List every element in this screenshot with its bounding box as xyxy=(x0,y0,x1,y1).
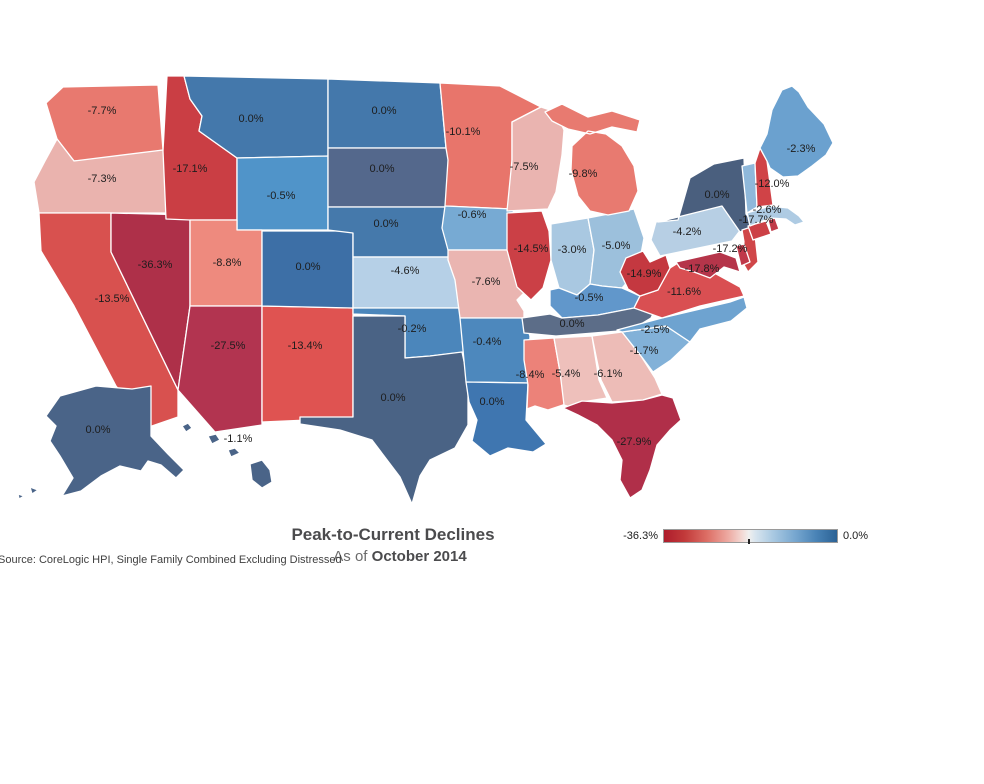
state-value-label-AK: 0.0% xyxy=(85,424,110,436)
state-value-label-NE: 0.0% xyxy=(373,218,398,230)
state-value-label-UT: -8.8% xyxy=(213,257,242,269)
state-value-label-KS: -4.6% xyxy=(391,265,420,277)
state-AK[interactable] xyxy=(17,385,185,500)
state-IN[interactable] xyxy=(550,217,595,296)
state-value-label-AR: -0.4% xyxy=(473,336,502,348)
state-value-label-AZ: -27.5% xyxy=(211,340,246,352)
source-caption: Source: CoreLogic HPI, Single Family Com… xyxy=(0,554,342,566)
state-value-label-MA: -2.6% xyxy=(753,204,782,216)
state-value-label-NY: 0.0% xyxy=(704,189,729,201)
state-value-label-CA: -13.5% xyxy=(95,293,130,305)
state-TX[interactable] xyxy=(299,315,469,505)
state-MI[interactable] xyxy=(544,103,641,216)
state-value-label-MT: 0.0% xyxy=(238,113,263,125)
state-value-label-HI: -1.1% xyxy=(224,433,253,445)
state-MA[interactable] xyxy=(746,205,805,227)
state-value-label-ID: -17.1% xyxy=(173,163,208,175)
legend-tick-mark xyxy=(747,539,750,544)
subtitle-date: October 2014 xyxy=(371,548,467,565)
state-FL[interactable] xyxy=(562,394,682,499)
state-value-label-LA: 0.0% xyxy=(479,396,504,408)
state-value-label-SD: 0.0% xyxy=(369,163,394,175)
state-value-label-MO: -7.6% xyxy=(472,276,501,288)
state-value-label-NV: -36.3% xyxy=(138,259,173,271)
state-WV[interactable] xyxy=(619,250,671,297)
state-value-label-MI: -9.8% xyxy=(569,168,598,180)
legend-max-label: 0.0% xyxy=(843,530,869,542)
state-value-label-NJ: -17.2% xyxy=(713,243,748,255)
subtitle-prefix: As of xyxy=(333,548,372,565)
state-NH[interactable] xyxy=(754,147,774,208)
state-value-label-IA: -0.6% xyxy=(458,209,487,221)
state-value-label-MS: -8.4% xyxy=(516,369,545,381)
state-value-label-FL: -27.9% xyxy=(617,436,652,448)
state-HI[interactable] xyxy=(181,422,273,489)
state-NC[interactable] xyxy=(616,296,748,343)
state-value-label-WV: -14.9% xyxy=(627,268,662,280)
state-value-label-NM: -13.4% xyxy=(288,340,323,352)
state-IL[interactable] xyxy=(506,210,552,301)
state-value-label-SC: -1.7% xyxy=(630,345,659,357)
state-value-label-CT: -17.7% xyxy=(739,214,774,226)
state-ME[interactable] xyxy=(759,85,834,178)
state-value-label-ND: 0.0% xyxy=(371,105,396,117)
chart-subtitle: As of October 2014 xyxy=(333,548,466,565)
state-value-label-IN: -3.0% xyxy=(558,244,587,256)
state-value-label-IL: -14.5% xyxy=(514,243,549,255)
state-value-label-WY: -0.5% xyxy=(267,190,296,202)
state-value-label-GA: -6.1% xyxy=(594,368,623,380)
state-value-label-TX: 0.0% xyxy=(380,392,405,404)
state-value-label-WI: -7.5% xyxy=(510,161,539,173)
state-value-label-WA: -7.7% xyxy=(88,105,117,117)
legend-min-label: -36.3% xyxy=(623,530,658,542)
state-value-label-MD: -17.8% xyxy=(685,263,720,275)
state-KY[interactable] xyxy=(549,283,641,319)
state-value-label-ME: -2.3% xyxy=(787,143,816,155)
state-value-label-NC: -2.5% xyxy=(641,324,670,336)
state-value-label-AL: -5.4% xyxy=(552,368,581,380)
state-value-label-OK: -0.2% xyxy=(398,323,427,335)
chart-title: Peak-to-Current Declines xyxy=(291,525,495,544)
state-value-label-CO: 0.0% xyxy=(295,261,320,273)
state-value-label-NH: -12.0% xyxy=(755,178,790,190)
legend-gradient-bar xyxy=(663,529,838,544)
state-WI[interactable] xyxy=(506,106,565,212)
state-value-label-KY: -0.5% xyxy=(575,292,604,304)
state-MD[interactable] xyxy=(675,251,741,279)
us-choropleth-map: -7.7% -7.3% -13.5% -36.3% -17.1% 0.0% -0.5% -8.… xyxy=(17,75,834,505)
state-value-label-TN: 0.0% xyxy=(559,318,584,330)
state-SD[interactable] xyxy=(327,147,452,208)
state-value-label-MN: -10.1% xyxy=(446,126,481,138)
state-value-label-OR: -7.3% xyxy=(88,173,117,185)
state-value-label-OH: -5.0% xyxy=(602,240,631,252)
state-value-label-PA: -4.2% xyxy=(673,226,702,238)
state-DE[interactable] xyxy=(735,243,751,267)
state-value-label-VA: -11.6% xyxy=(667,286,701,298)
state-NM[interactable] xyxy=(261,305,354,423)
state-AZ[interactable] xyxy=(177,305,263,433)
